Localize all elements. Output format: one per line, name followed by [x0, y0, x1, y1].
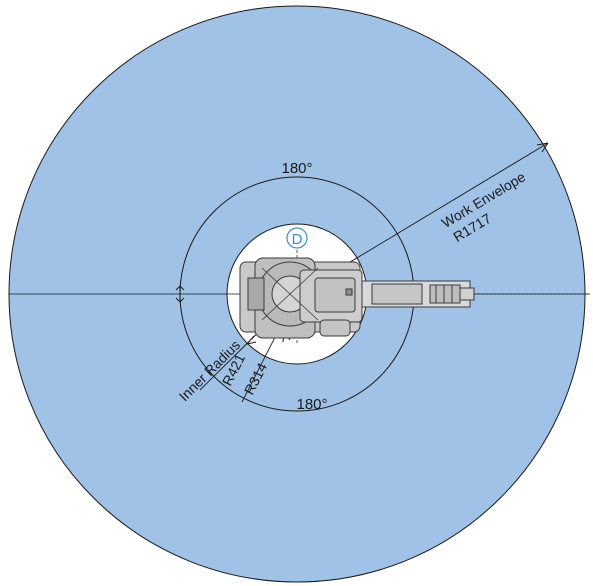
robot-top-view — [239, 257, 475, 339]
bottom-angle-label: 180° — [296, 396, 327, 413]
axis-marker-label: D — [292, 231, 303, 248]
work-envelope-arrowhead — [536, 142, 549, 153]
inner-radius-arrowhead — [246, 335, 257, 345]
left-arc-arrow — [175, 285, 185, 303]
axis-marker-circle — [286, 227, 308, 249]
top-angle-label: 180° — [281, 160, 312, 177]
